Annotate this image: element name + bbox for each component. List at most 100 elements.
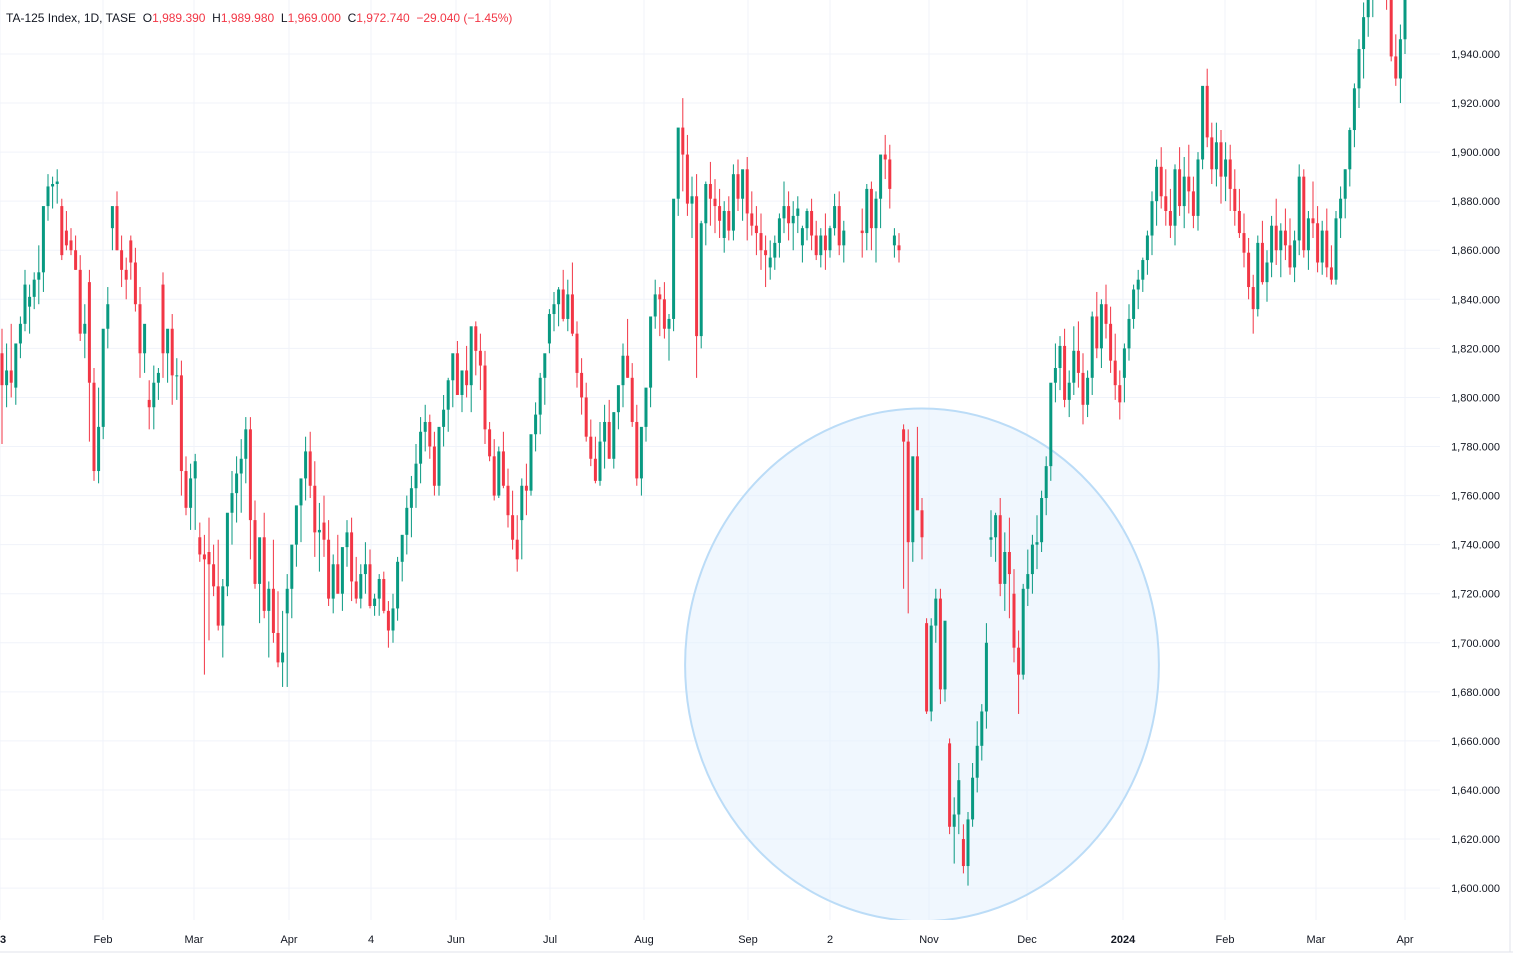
- candle: [271, 539, 275, 643]
- candle-body: [860, 230, 864, 234]
- candle-body: [1136, 279, 1140, 290]
- time-axis-background: [0, 920, 1513, 957]
- candle: [110, 206, 114, 251]
- candle: [690, 176, 694, 238]
- candle: [184, 456, 188, 516]
- candle: [520, 478, 524, 560]
- candle: [1201, 85, 1205, 170]
- candle-body: [1362, 17, 1366, 50]
- candle-body: [520, 485, 524, 521]
- candle-body: [1049, 382, 1053, 467]
- candle: [1329, 245, 1333, 285]
- y-tick-label: 1,760.000: [1451, 491, 1500, 503]
- candle-body: [837, 206, 841, 246]
- legend-open-label: O: [142, 11, 153, 25]
- candle: [925, 618, 929, 714]
- candle-body: [1141, 260, 1145, 280]
- candle-body: [1109, 323, 1113, 361]
- candle: [409, 475, 413, 538]
- candle-body: [515, 539, 519, 560]
- price-axis-background: [1440, 0, 1513, 957]
- candle: [883, 134, 887, 180]
- candle-body: [902, 429, 906, 442]
- candle: [612, 412, 616, 469]
- candle-body: [823, 235, 827, 251]
- candle: [474, 321, 478, 376]
- candle: [948, 738, 952, 835]
- candle-body: [405, 507, 409, 535]
- candle-body: [552, 304, 556, 315]
- candle: [1306, 210, 1310, 270]
- candle: [957, 762, 961, 835]
- candle: [704, 181, 708, 246]
- candle: [1219, 130, 1223, 204]
- candle: [557, 287, 561, 327]
- candle: [115, 191, 119, 251]
- candle: [570, 262, 574, 337]
- candle: [828, 225, 832, 258]
- candle-body: [377, 578, 381, 599]
- candle: [649, 316, 653, 408]
- candle: [1348, 127, 1352, 187]
- candle-body: [446, 380, 450, 410]
- candle-body: [994, 515, 998, 538]
- candle-body: [1182, 176, 1186, 207]
- candle-body: [285, 588, 289, 614]
- candle: [547, 309, 551, 354]
- candle-body: [1155, 166, 1159, 202]
- x-tick-label: Feb: [94, 934, 113, 946]
- candle: [1302, 169, 1306, 258]
- y-tick-label: 1,780.000: [1451, 442, 1500, 454]
- candle: [920, 498, 924, 560]
- candle-body: [304, 451, 308, 479]
- candle: [419, 417, 423, 484]
- candle: [1099, 299, 1103, 368]
- candle-body: [1113, 360, 1117, 386]
- highlight-circle[interactable]: [684, 407, 1160, 923]
- candle: [1297, 164, 1301, 256]
- y-tick-label: 1,600.000: [1451, 883, 1500, 895]
- x-tick-label: 2: [827, 934, 833, 946]
- candle: [980, 704, 984, 761]
- candle-body: [124, 269, 128, 280]
- candle-body: [0, 353, 4, 386]
- candle: [345, 520, 349, 567]
- candle-body: [253, 520, 257, 584]
- candle: [1320, 220, 1324, 275]
- candle: [524, 463, 528, 516]
- candle-body: [1168, 210, 1172, 226]
- candle-body: [1242, 233, 1246, 253]
- candle-body: [998, 515, 1002, 584]
- candle-body: [777, 218, 781, 243]
- candle: [1076, 321, 1080, 388]
- candle: [888, 144, 892, 209]
- candle: [101, 328, 105, 440]
- x-tick-label: 4: [368, 934, 374, 946]
- candle: [1104, 284, 1108, 339]
- candle-body: [616, 385, 620, 413]
- candle-body: [258, 537, 262, 584]
- candle-body: [327, 539, 331, 599]
- legend-close-label: C: [347, 11, 357, 25]
- candle-body: [1150, 201, 1154, 236]
- candle-body: [662, 299, 666, 329]
- candle: [975, 721, 979, 793]
- candle: [1325, 208, 1329, 278]
- candle-body: [626, 355, 630, 378]
- candle-body: [244, 429, 248, 459]
- legend-close-value: 1,972.740: [356, 11, 410, 25]
- candle-body: [685, 154, 689, 204]
- candle: [1288, 218, 1292, 275]
- candle-body: [1348, 130, 1352, 170]
- candle-body: [1302, 176, 1306, 251]
- x-tick-label: Mar: [185, 934, 204, 946]
- candle: [1191, 176, 1195, 229]
- candle-body: [74, 250, 78, 270]
- candle-body: [276, 632, 280, 663]
- candle: [616, 385, 620, 430]
- candle: [865, 184, 869, 251]
- candle-body: [842, 230, 846, 246]
- candle: [1316, 206, 1320, 273]
